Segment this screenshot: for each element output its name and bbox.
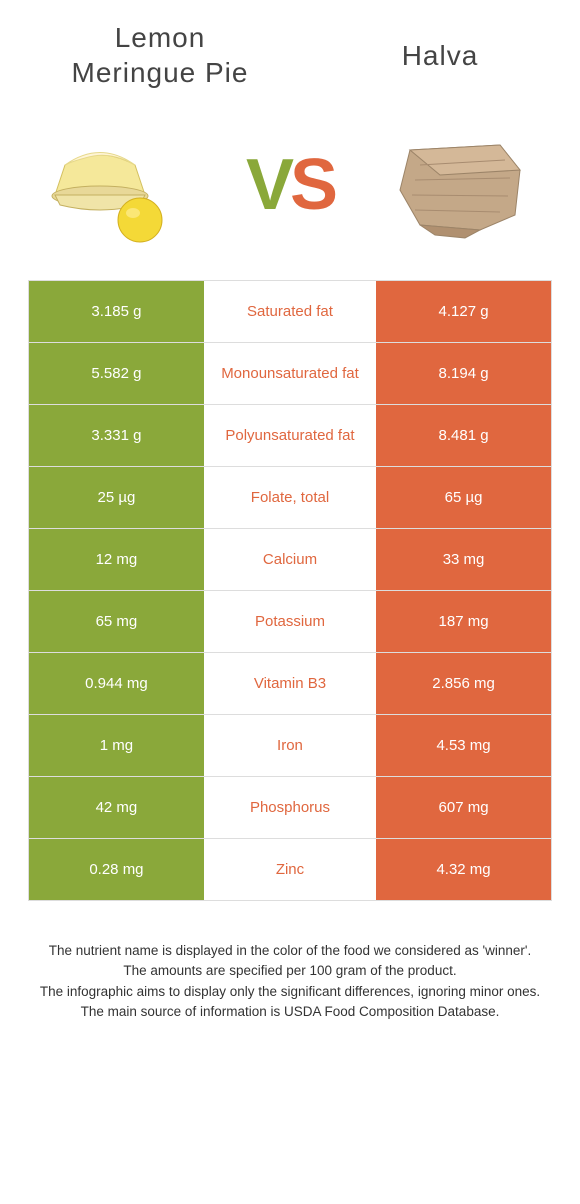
table-row: 12 mgCalcium33 mg: [29, 529, 551, 591]
nutrient-value-right: 8.481 g: [376, 405, 551, 466]
nutrient-value-left: 42 mg: [29, 777, 204, 838]
nutrient-label: Phosphorus: [204, 777, 376, 838]
nutrient-value-left: 0.28 mg: [29, 839, 204, 900]
footer-line: The main source of information is USDA F…: [30, 1002, 550, 1022]
food-title-right: Halva: [360, 38, 520, 73]
food-title-left: Lemon meringue pie: [60, 20, 260, 90]
nutrient-value-left: 5.582 g: [29, 343, 204, 404]
nutrient-value-left: 1 mg: [29, 715, 204, 776]
table-row: 3.331 gPolyunsaturated fat8.481 g: [29, 405, 551, 467]
table-row: 1 mgIron4.53 mg: [29, 715, 551, 777]
nutrient-value-right: 4.32 mg: [376, 839, 551, 900]
table-row: 65 mgPotassium187 mg: [29, 591, 551, 653]
nutrient-value-left: 25 µg: [29, 467, 204, 528]
table-row: 0.28 mgZinc4.32 mg: [29, 839, 551, 901]
nutrient-value-right: 2.856 mg: [376, 653, 551, 714]
nutrient-value-left: 12 mg: [29, 529, 204, 590]
nutrient-value-right: 607 mg: [376, 777, 551, 838]
table-row: 5.582 gMonounsaturated fat8.194 g: [29, 343, 551, 405]
footer-line: The infographic aims to display only the…: [30, 982, 550, 1002]
nutrient-label: Iron: [204, 715, 376, 776]
nutrient-table: 3.185 gSaturated fat4.127 g5.582 gMonoun…: [28, 280, 552, 901]
nutrient-label: Folate, total: [204, 467, 376, 528]
nutrient-value-right: 8.194 g: [376, 343, 551, 404]
nutrient-label: Polyunsaturated fat: [204, 405, 376, 466]
nutrient-value-right: 4.127 g: [376, 281, 551, 342]
nutrient-value-left: 3.185 g: [29, 281, 204, 342]
nutrient-value-right: 187 mg: [376, 591, 551, 652]
footer-notes: The nutrient name is displayed in the co…: [30, 941, 550, 1022]
nutrient-value-right: 33 mg: [376, 529, 551, 590]
nutrient-label: Monounsaturated fat: [204, 343, 376, 404]
table-row: 3.185 gSaturated fat4.127 g: [29, 281, 551, 343]
vs-v: V: [246, 145, 290, 225]
table-row: 42 mgPhosphorus607 mg: [29, 777, 551, 839]
nutrient-label: Calcium: [204, 529, 376, 590]
vs-s: S: [290, 145, 334, 225]
nutrient-value-left: 0.944 mg: [29, 653, 204, 714]
table-row: 0.944 mgVitamin B32.856 mg: [29, 653, 551, 715]
lemon-pie-icon: [40, 120, 210, 250]
nutrient-value-left: 3.331 g: [29, 405, 204, 466]
header: Lemon meringue pie Halva: [0, 0, 580, 100]
vs-label: VS: [246, 144, 334, 226]
nutrient-value-right: 4.53 mg: [376, 715, 551, 776]
table-row: 25 µgFolate, total65 µg: [29, 467, 551, 529]
food-image-right: [370, 120, 540, 250]
halva-icon: [370, 120, 540, 250]
nutrient-value-right: 65 µg: [376, 467, 551, 528]
footer-line: The nutrient name is displayed in the co…: [30, 941, 550, 961]
footer-line: The amounts are specified per 100 gram o…: [30, 961, 550, 981]
food-image-left: [40, 120, 210, 250]
nutrient-label: Potassium: [204, 591, 376, 652]
nutrient-value-left: 65 mg: [29, 591, 204, 652]
images-row: VS: [0, 100, 580, 280]
nutrient-label: Saturated fat: [204, 281, 376, 342]
nutrient-label: Vitamin B3: [204, 653, 376, 714]
nutrient-label: Zinc: [204, 839, 376, 900]
